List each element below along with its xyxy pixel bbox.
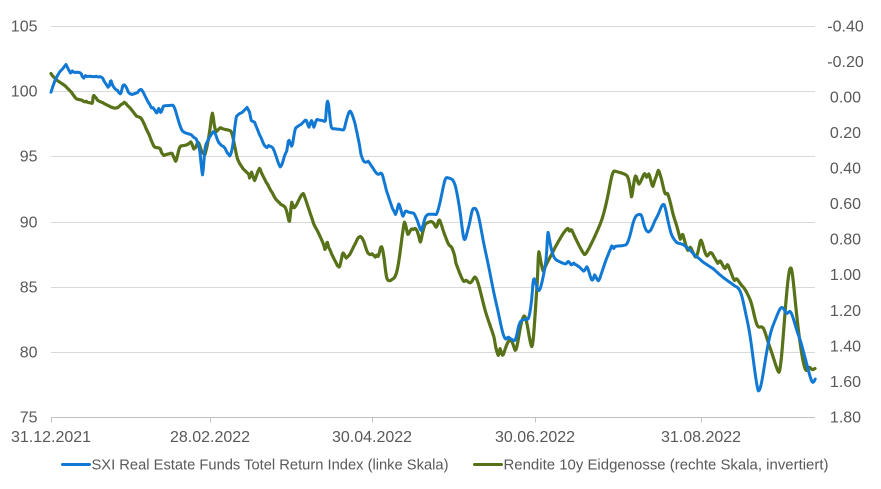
svg-text:75: 75 bbox=[20, 409, 38, 426]
svg-text:0.20: 0.20 bbox=[830, 125, 861, 142]
svg-text:30.06.2022: 30.06.2022 bbox=[495, 429, 575, 446]
svg-text:30.04.2022: 30.04.2022 bbox=[332, 429, 412, 446]
svg-text:31.12.2021: 31.12.2021 bbox=[11, 429, 91, 446]
svg-text:0.00: 0.00 bbox=[830, 89, 861, 106]
svg-text:80: 80 bbox=[20, 344, 38, 361]
svg-text:31.08.2022: 31.08.2022 bbox=[661, 429, 741, 446]
svg-text:1.40: 1.40 bbox=[830, 338, 861, 355]
svg-text:0.80: 0.80 bbox=[830, 232, 861, 249]
svg-text:1.60: 1.60 bbox=[830, 374, 861, 391]
svg-text:Rendite 10y Eidgenosse (rechte: Rendite 10y Eidgenosse (rechte Skala, in… bbox=[504, 458, 829, 474]
svg-text:90: 90 bbox=[20, 214, 38, 231]
svg-text:1.20: 1.20 bbox=[830, 303, 861, 320]
svg-text:SXI Real Estate Funds Totel Re: SXI Real Estate Funds Totel Return Index… bbox=[92, 458, 449, 474]
svg-text:0.60: 0.60 bbox=[830, 196, 861, 213]
svg-text:95: 95 bbox=[20, 148, 38, 165]
svg-text:-0.20: -0.20 bbox=[827, 54, 864, 71]
svg-text:-0.40: -0.40 bbox=[827, 18, 864, 35]
svg-text:85: 85 bbox=[20, 279, 38, 296]
svg-text:105: 105 bbox=[11, 18, 38, 35]
svg-text:1.00: 1.00 bbox=[830, 267, 861, 284]
svg-text:0.40: 0.40 bbox=[830, 161, 861, 178]
svg-text:100: 100 bbox=[11, 83, 38, 100]
svg-text:1.80: 1.80 bbox=[830, 409, 861, 426]
svg-text:28.02.2022: 28.02.2022 bbox=[170, 429, 250, 446]
